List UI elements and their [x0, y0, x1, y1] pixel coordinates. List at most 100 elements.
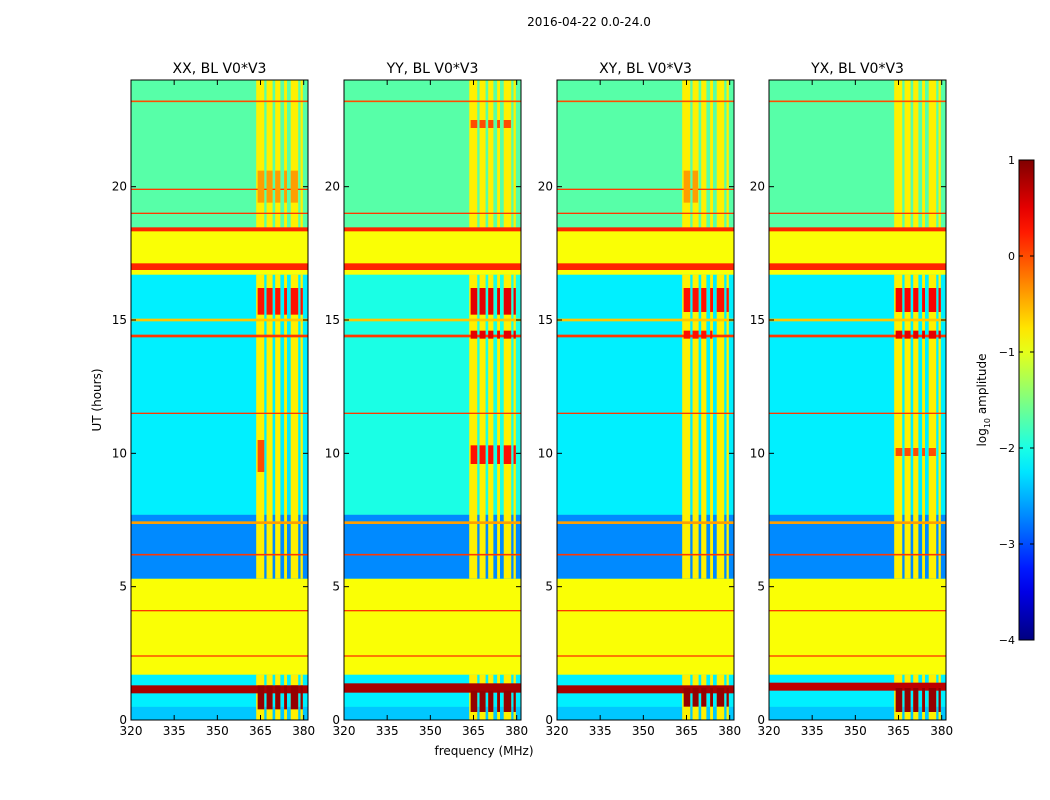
- rfi-band: [131, 227, 308, 232]
- rfi-band: [131, 655, 308, 657]
- x-tick-label: 320: [758, 724, 781, 738]
- hotspot-cell: [938, 330, 941, 339]
- rfi-band: [131, 100, 308, 103]
- rfi-band: [131, 188, 308, 190]
- rfi-column: [513, 274, 516, 579]
- x-tick-label: 335: [163, 724, 186, 738]
- rfi-column: [726, 274, 729, 579]
- hotspot-cell: [479, 120, 486, 128]
- hotspot-cell: [479, 445, 486, 464]
- hotspot-cell: [692, 288, 699, 312]
- rfi-band: [557, 227, 734, 232]
- x-tick-label: 380: [292, 724, 315, 738]
- heatmap-panel-4: 320 335 350 365 380 0 5 10 15 20 YX, BL V0*V3: [750, 61, 953, 738]
- rfi-column: [726, 80, 729, 230]
- hotspot-cell: [928, 288, 937, 312]
- hotspot-cell: [683, 288, 691, 312]
- hotspot-cell: [928, 448, 936, 456]
- x-tick-label: 365: [887, 724, 910, 738]
- x-tick-label: 350: [206, 724, 229, 738]
- heatmap-block: [344, 80, 521, 230]
- x-axis-label: frequency (MHz): [434, 744, 533, 758]
- rfi-column: [938, 274, 941, 579]
- hotspot-cell: [275, 685, 281, 710]
- colorbar-gradient: [1018, 159, 1035, 641]
- hotspot-cell: [257, 170, 265, 203]
- heatmap-body: [769, 80, 946, 720]
- x-tick-label: 320: [120, 724, 143, 738]
- hotspot-cell: [922, 288, 925, 312]
- rfi-column: [710, 80, 713, 230]
- hotspot-cell: [470, 288, 478, 315]
- heatmap-block: [769, 578, 946, 675]
- y-tick-label: 15: [112, 313, 127, 327]
- rfi-band: [769, 682, 946, 691]
- hotspot-cell: [275, 170, 281, 203]
- hotspot-cell: [692, 330, 699, 339]
- hotspot-cell: [513, 445, 516, 464]
- rfi-column: [701, 274, 707, 579]
- hotspot-cell: [938, 688, 941, 712]
- rfi-band: [131, 521, 308, 524]
- hotspot-cell: [290, 685, 299, 710]
- rfi-band: [344, 263, 521, 270]
- rfi-band: [344, 334, 521, 338]
- rfi-band: [557, 685, 734, 694]
- y-tick-label: 10: [538, 446, 553, 460]
- heatmap-block: [769, 274, 946, 515]
- hotspot-cell: [904, 288, 911, 312]
- rfi-column: [928, 80, 937, 230]
- hotspot-cell: [913, 330, 919, 339]
- heatmap-block: [557, 514, 734, 579]
- rfi-band: [344, 227, 521, 232]
- x-tick-label: 320: [333, 724, 356, 738]
- hotspot-cell: [513, 330, 516, 339]
- rfi-band: [769, 212, 946, 214]
- y-tick-label: 20: [325, 180, 340, 194]
- rfi-band: [344, 100, 521, 103]
- rfi-band: [557, 263, 734, 270]
- hotspot-cell: [513, 690, 516, 712]
- hotspot-cell: [503, 445, 512, 464]
- rfi-band: [769, 521, 946, 524]
- hotspot-cell: [938, 288, 941, 312]
- heatmap-panel-2: 320 335 350 365 380 0 5 10 15 20 YY, BL V0*V3: [325, 61, 528, 738]
- rfi-column: [266, 80, 273, 230]
- rfi-band: [131, 263, 308, 270]
- plot-frame: [768, 79, 947, 721]
- rfi-column: [488, 80, 494, 230]
- hotspot-cell: [275, 288, 281, 315]
- hotspot-cell: [701, 688, 707, 707]
- rfi-band: [557, 655, 734, 657]
- rfi-column: [913, 80, 919, 230]
- heatmap-body: [557, 80, 734, 720]
- rfi-column: [682, 274, 691, 579]
- hotspot-cell: [479, 330, 486, 339]
- x-tick-label: 350: [419, 724, 442, 738]
- rfi-band: [769, 318, 946, 322]
- hotspot-cell: [513, 288, 516, 315]
- hotspot-cell: [692, 170, 699, 203]
- hotspot-cell: [488, 445, 494, 464]
- hotspot-cell: [257, 440, 265, 472]
- rfi-column: [928, 274, 937, 579]
- rfi-band: [131, 212, 308, 214]
- hotspot-cell: [503, 120, 511, 128]
- heatmap-block: [557, 578, 734, 675]
- hotspot-cell: [726, 688, 729, 707]
- rfi-column: [682, 80, 691, 230]
- rfi-column: [300, 80, 303, 230]
- hotspot-cell: [922, 448, 925, 456]
- colorbar-tick-label: 0: [1008, 250, 1015, 263]
- rfi-band: [769, 100, 946, 103]
- x-tick-label: 380: [930, 724, 953, 738]
- x-tick-label: 365: [249, 724, 272, 738]
- hotspot-cell: [503, 288, 512, 315]
- rfi-column: [513, 80, 516, 230]
- rfi-column: [701, 80, 707, 230]
- heatmap-block: [131, 706, 308, 720]
- y-tick-label: 10: [325, 446, 340, 460]
- x-tick-label: 335: [801, 724, 824, 738]
- rfi-band: [769, 553, 946, 556]
- colorbar-tick-label: −3: [999, 538, 1015, 551]
